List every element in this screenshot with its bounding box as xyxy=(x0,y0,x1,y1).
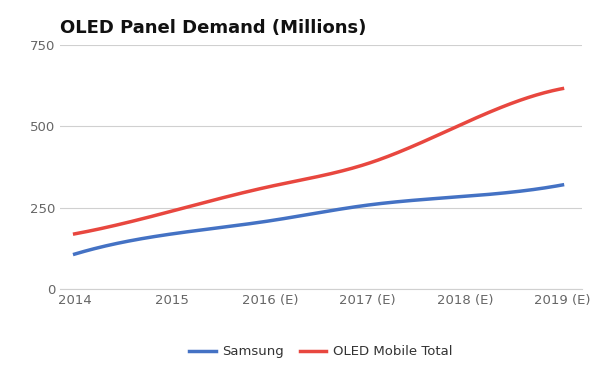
OLED Mobile Total xyxy=(559,86,566,91)
Legend: Samsung, OLED Mobile Total: Samsung, OLED Mobile Total xyxy=(184,340,458,364)
OLED Mobile Total xyxy=(73,232,80,236)
Line: OLED Mobile Total: OLED Mobile Total xyxy=(74,89,562,234)
OLED Mobile Total xyxy=(370,160,377,164)
Samsung xyxy=(360,203,367,208)
Samsung xyxy=(370,202,377,207)
Text: OLED Panel Demand (Millions): OLED Panel Demand (Millions) xyxy=(60,19,367,37)
Samsung xyxy=(361,203,368,208)
Samsung xyxy=(513,189,520,194)
OLED Mobile Total xyxy=(361,162,368,167)
OLED Mobile Total xyxy=(513,99,520,104)
OLED Mobile Total xyxy=(71,232,78,236)
Samsung xyxy=(73,252,80,256)
Samsung xyxy=(482,193,490,197)
OLED Mobile Total xyxy=(360,163,367,167)
Samsung xyxy=(559,183,566,187)
Line: Samsung: Samsung xyxy=(74,185,562,254)
OLED Mobile Total xyxy=(482,111,490,116)
Samsung xyxy=(71,252,78,256)
